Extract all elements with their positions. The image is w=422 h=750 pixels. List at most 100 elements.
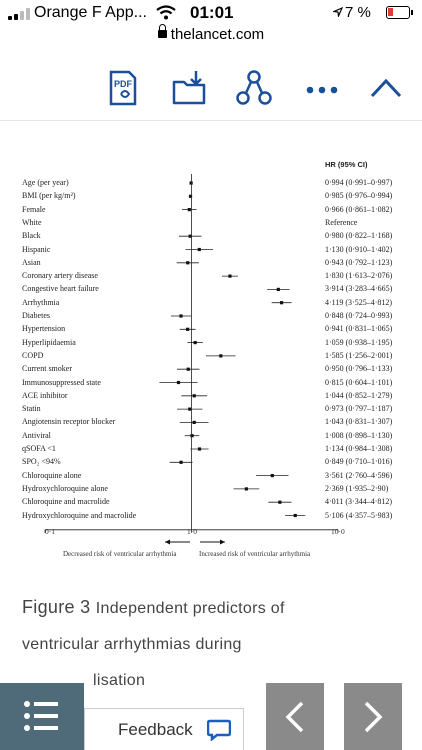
share-button[interactable] (234, 68, 274, 108)
chevron-right-icon (364, 701, 383, 733)
hr-point (219, 354, 223, 358)
row-label: Immunosuppressed state (22, 377, 101, 387)
hr-point (188, 234, 192, 238)
row-hr-value: 0·994 (0·991–0·997) (325, 178, 393, 187)
row-label: Statin (22, 404, 41, 414)
chevron-left-icon (285, 701, 304, 733)
row-hr-value: 0·848 (0·724–0·993) (325, 311, 393, 320)
hr-point (186, 261, 190, 265)
hr-point (188, 194, 193, 198)
row-label: Chloroquine and macrolide (22, 497, 110, 507)
row-hr-value: 0·985 (0·976–0·994) (325, 191, 393, 201)
reader-toolbar: PDF (0, 58, 422, 121)
forest-plot-figure: HR (95% CI) Age (per year) 0·994 (0·991–0… (0, 150, 422, 570)
figure-title-line1: Independent predictors of (95, 600, 285, 617)
hr-point (279, 301, 284, 305)
row-label: Female (22, 204, 46, 214)
row-hr-value: 0·943 (0·792–1·123) (325, 257, 393, 267)
figure-number: Figure 3 (22, 597, 91, 617)
row-hr-value: 4·119 (3·525–4·812) (325, 297, 393, 307)
row-label: Black (22, 231, 41, 241)
feedback-label: Feedback (118, 720, 193, 739)
download-folder-icon (172, 71, 206, 105)
more-icon (306, 86, 338, 94)
row-label: Diabetes (22, 311, 50, 320)
hr-point (197, 447, 202, 451)
row-label: Asian (22, 257, 41, 267)
figure-caption: Figure 3 Independent predictors of ventr… (22, 590, 412, 734)
row-hr-value: 3·561 (2·760–4·596) (325, 470, 393, 480)
status-bar: Orange F App... 01:01 7 % (0, 0, 422, 26)
row-label: Hydroxychloroquine alone (22, 483, 108, 493)
download-button[interactable] (170, 68, 210, 108)
row-label: SPO₂ <94% (22, 457, 61, 467)
outline-menu-button[interactable] (0, 683, 84, 750)
chevron-up-icon (370, 78, 402, 98)
hr-point (293, 513, 297, 518)
hr-point (193, 341, 197, 345)
previous-page-button[interactable] (266, 683, 324, 750)
row-label: Hypertension (22, 324, 66, 334)
row-label: COPD (22, 350, 44, 360)
clock: 01:01 (190, 3, 234, 22)
hr-column-header: HR (95% CI) (325, 160, 368, 169)
pdf-button[interactable]: PDF (103, 68, 143, 108)
row-label: Hydroxychloroquine and macrolide (22, 510, 137, 520)
battery-icon (386, 6, 410, 19)
row-hr-value: 0·941 (0·831–1·065) (325, 324, 393, 334)
x-tick-label: 10·0 (331, 527, 345, 536)
hr-point (190, 434, 194, 438)
row-hr-value: 0·973 (0·797–1·187) (325, 404, 393, 414)
row-label: Antiviral (22, 430, 51, 440)
hr-point (186, 367, 190, 371)
hr-point (276, 287, 280, 291)
url-bar[interactable]: thelancet.com (0, 24, 422, 48)
row-hr-value: Reference (325, 217, 358, 227)
row-hr-value: 1·830 (1·613–2·076) (325, 271, 393, 281)
url-domain: thelancet.com (170, 26, 265, 43)
row-hr-value: 2·369 (1·935–2·90) (325, 483, 389, 493)
row-hr-value: 0·849 (0·710–1·016) (325, 457, 393, 467)
hr-point (186, 327, 190, 331)
feedback-button[interactable]: Feedback (84, 708, 244, 750)
row-label: Congestive heart failure (22, 284, 99, 294)
row-hr-value: 4·011 (3·344–4·812) (325, 497, 393, 507)
figure-title-line3: lisation (93, 672, 146, 689)
carrier-name: Orange F App... (34, 4, 147, 21)
row-hr-value: 0·966 (0·861–1·082) (325, 204, 393, 214)
row-label: Chloroquine alone (22, 470, 82, 480)
row-label: Age (per year) (22, 178, 69, 187)
hr-point (176, 380, 181, 385)
share-icon (236, 70, 272, 105)
hr-point (197, 247, 201, 252)
decrease-arrowhead (165, 539, 170, 545)
svg-text:PDF: PDF (114, 79, 133, 89)
row-label: qSOFA <1 (22, 444, 56, 453)
row-label: Angiotensin receptor blocker (22, 417, 116, 427)
row-hr-value: 1·044 (0·852–1·279) (325, 390, 393, 400)
speech-bubble-icon (207, 719, 231, 741)
row-hr-value: 1·008 (0·898–1·130) (325, 430, 393, 440)
hr-point (270, 474, 274, 478)
lock-icon (157, 24, 167, 38)
forest-plot-chart (44, 174, 339, 545)
row-hr-value: 0·950 (0·796–1·133) (325, 364, 393, 374)
row-hr-value: 1·059 (0·938–1·195) (325, 337, 393, 347)
collapse-button[interactable] (366, 68, 406, 108)
hr-point (244, 487, 248, 491)
wifi-icon (156, 5, 176, 20)
row-hr-value: 1·134 (0·984–1·308) (325, 444, 393, 453)
row-hr-value: 0·980 (0·822–1·168) (325, 231, 393, 241)
more-button[interactable] (302, 68, 342, 108)
hr-point (192, 394, 196, 398)
row-label: Arrhythmia (22, 297, 60, 307)
next-page-button[interactable] (344, 683, 402, 750)
pdf-icon: PDF (109, 70, 137, 106)
row-label: Coronary artery disease (22, 271, 98, 281)
increased-risk-label: Increased risk of ventricular arrhythmia (199, 550, 311, 558)
row-label: BMI (per kg/m²) (22, 191, 76, 201)
row-hr-value: 1·585 (1·256–2·001) (325, 350, 393, 360)
hr-point (179, 314, 183, 318)
x-tick-label: 1·0 (187, 527, 197, 536)
increase-arrowhead (220, 539, 225, 545)
